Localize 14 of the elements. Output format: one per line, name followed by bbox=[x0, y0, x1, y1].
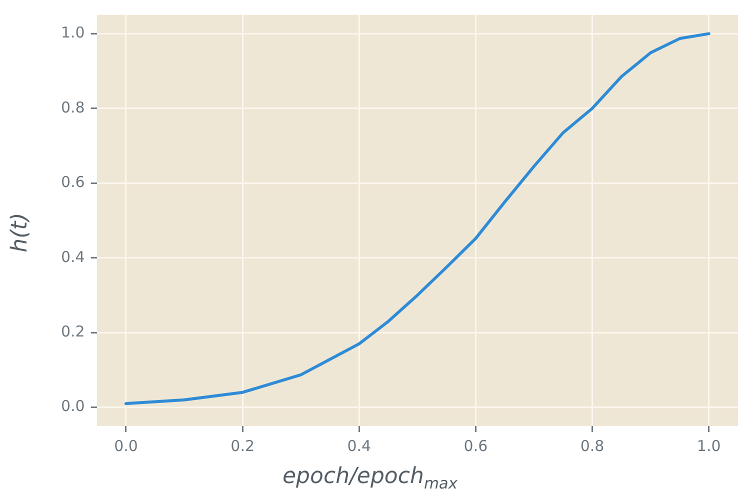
x-tick-label: 1.0 bbox=[696, 436, 721, 455]
y-tick-label: 0.2 bbox=[60, 322, 85, 340]
x-tick-label: 0.6 bbox=[464, 436, 488, 455]
y-tick-label: 0.8 bbox=[60, 98, 85, 116]
x-tick-label: 0.4 bbox=[347, 436, 372, 455]
y-axis-title: h(t) bbox=[8, 212, 32, 254]
y-tick-label: 1.0 bbox=[60, 24, 85, 42]
x-tick-label: 0.2 bbox=[230, 436, 254, 455]
x-tick-label: 0.0 bbox=[114, 436, 138, 455]
x-tick-label: 0.8 bbox=[580, 436, 604, 455]
y-tick-label: 0.4 bbox=[60, 248, 85, 266]
y-tick-label: 0.6 bbox=[60, 173, 85, 192]
x-axis-title: epoch/epoch$_{max}$ bbox=[282, 464, 458, 492]
y-tick-label: 0.0 bbox=[60, 397, 85, 416]
